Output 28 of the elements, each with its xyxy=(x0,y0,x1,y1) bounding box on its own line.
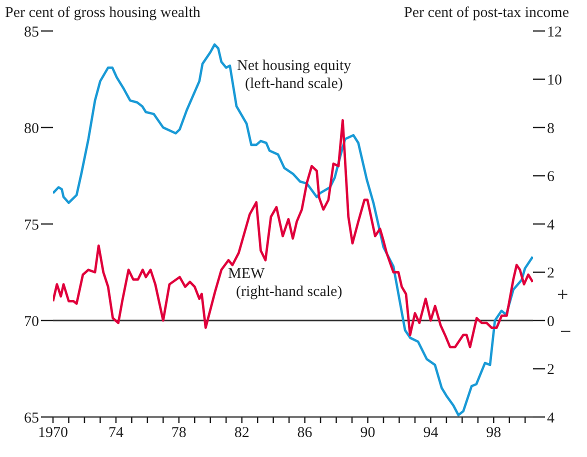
y2-tick-label: 0 xyxy=(547,314,554,330)
x-tick-label: 94 xyxy=(423,425,439,441)
y2-tick-label: 4 xyxy=(547,217,555,234)
y2-tick-label: 4 xyxy=(547,410,555,426)
y2-tick-label: 2 xyxy=(547,362,554,378)
y2-tick-label: 6 xyxy=(547,169,555,186)
text: − xyxy=(560,321,572,343)
y2-tick-label: 8 xyxy=(547,120,554,137)
x-tick-label: 74 xyxy=(108,425,124,441)
y-tick-label: 65 xyxy=(24,410,39,426)
y-tick-label: 70 xyxy=(24,314,39,330)
y-tick-label: 75 xyxy=(24,217,39,234)
y2-tick-label: 10 xyxy=(547,72,562,89)
y2-tick-label: 12 xyxy=(547,24,562,40)
x-tick-label: 1970 xyxy=(38,425,68,441)
x-tick-label: 98 xyxy=(486,425,502,441)
y-tick-label: 80 xyxy=(24,120,39,137)
series-label: MEW (right-hand scale) xyxy=(228,265,342,301)
y-tick-label: 85 xyxy=(24,24,39,40)
y2-tick-label: 2 xyxy=(547,266,554,282)
x-tick-label: 78 xyxy=(171,425,186,441)
series-label: Net housing equity (left-hand scale) xyxy=(237,57,352,93)
x-tick-label: 82 xyxy=(234,425,250,441)
text: + xyxy=(557,284,568,306)
x-tick-label: 90 xyxy=(360,425,376,441)
x-tick-label: 86 xyxy=(297,425,313,441)
y-axis-title: Per cent of gross housing wealth xyxy=(5,5,200,22)
y2-axis-title: Per cent of post-tax income xyxy=(404,5,569,22)
